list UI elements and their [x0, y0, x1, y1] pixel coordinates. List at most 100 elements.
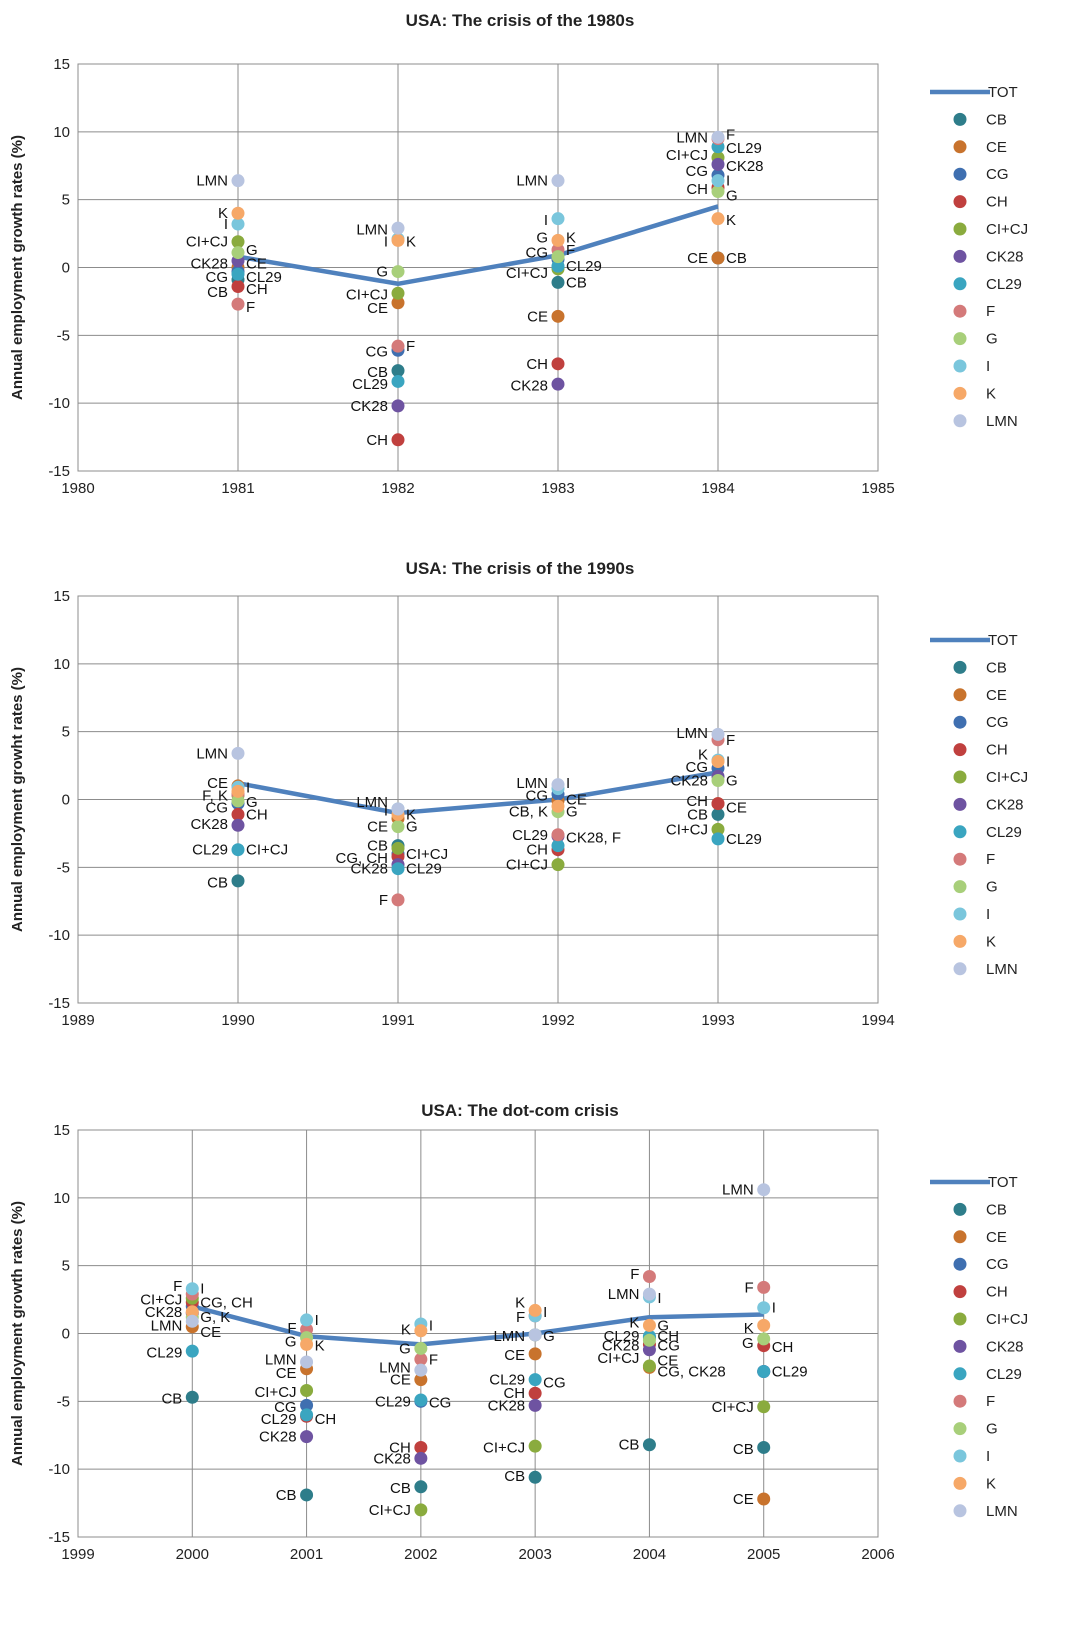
point-lmn: [231, 174, 245, 188]
legend-label: CE: [986, 687, 1007, 704]
point-label: F: [379, 892, 388, 909]
point-g: [757, 1332, 771, 1346]
point-label: CI+CJ: [346, 287, 388, 304]
legend-label: CB: [986, 1201, 1007, 1218]
point-label: CE: [733, 1491, 754, 1508]
point-label: I: [384, 234, 388, 251]
point-label: CG, CH: [200, 1294, 253, 1311]
point-k: [551, 233, 565, 247]
point-label: K: [566, 230, 576, 247]
legend-marker: [953, 934, 967, 948]
point-label: CB: [367, 838, 388, 855]
point-k: [231, 784, 245, 798]
point-cl29: [231, 267, 245, 281]
point-label: CH: [686, 793, 708, 810]
y-tick-label: -10: [48, 395, 70, 412]
legend-label: TOT: [988, 1174, 1018, 1191]
point-label: CE: [527, 308, 548, 325]
x-tick-label: 1994: [861, 1012, 894, 1029]
point-label: CK28: [190, 255, 228, 272]
point-label: CK28: [259, 1429, 297, 1446]
point-label: F: [287, 1320, 296, 1337]
point-label: CI+CJ: [246, 842, 288, 859]
point-label: I: [544, 212, 548, 229]
point-lmn: [711, 130, 725, 144]
legend-label: CB: [986, 111, 1007, 128]
point-label: F: [406, 338, 415, 355]
y-tick-label: 0: [62, 260, 70, 277]
point-k: [711, 212, 725, 226]
point-label: CE: [726, 800, 747, 817]
point-k: [642, 1318, 656, 1332]
point-label: CB: [619, 1437, 640, 1454]
point-k: [300, 1337, 314, 1351]
point-ch: [414, 1440, 428, 1454]
point-ci-cj: [528, 1439, 542, 1453]
x-tick-label: 1990: [221, 1012, 254, 1029]
point-label: CI+CJ: [506, 265, 548, 282]
legend-marker: [953, 715, 967, 729]
point-label: CL29: [489, 1372, 525, 1389]
point-k: [414, 1324, 428, 1338]
legend-label: CK28: [986, 1338, 1024, 1355]
point-label: CI+CJ: [666, 147, 708, 164]
point-cb: [757, 1440, 771, 1454]
point-cl29: [757, 1364, 771, 1378]
x-tick-label: 2002: [404, 1546, 437, 1563]
legend-label: K: [986, 933, 996, 950]
x-tick-label: 1984: [701, 480, 734, 497]
point-label: K: [218, 205, 228, 222]
legend-marker: [953, 386, 967, 400]
point-i: [551, 212, 565, 226]
point-label: CG: [366, 344, 389, 361]
point-ci-cj: [300, 1383, 314, 1397]
legend-label: I: [986, 906, 990, 923]
point-label: F: [246, 299, 255, 316]
point-label: CK28, F: [566, 829, 621, 846]
legend-label: K: [986, 385, 996, 402]
legend-marker: [953, 277, 967, 291]
point-label: G: [246, 794, 258, 811]
point-lmn: [185, 1314, 199, 1328]
legend-label: CE: [986, 1229, 1007, 1246]
x-tick-label: 1999: [61, 1546, 94, 1563]
point-label: I: [657, 1290, 661, 1307]
point-label: K: [515, 1294, 525, 1311]
point-ci-cj: [231, 235, 245, 249]
point-label: LMN: [722, 1182, 754, 1199]
point-label: I: [566, 775, 570, 792]
y-tick-label: -10: [48, 1461, 70, 1478]
legend-label: CG: [986, 1256, 1009, 1273]
legend-marker: [953, 167, 967, 181]
point-f: [642, 1270, 656, 1284]
point-ci-cj: [642, 1359, 656, 1373]
point-label: CH: [686, 181, 708, 198]
point-f: [551, 828, 565, 842]
point-label: CG: [686, 759, 709, 776]
y-tick-label: -5: [57, 859, 70, 876]
point-label: CK28: [350, 398, 388, 415]
legend-label: CE: [986, 139, 1007, 156]
point-label: CH: [657, 1328, 679, 1345]
point-cl29: [711, 832, 725, 846]
legend-marker: [953, 1422, 967, 1436]
point-label: CK28: [726, 158, 764, 175]
point-ch: [551, 357, 565, 371]
legend-label: I: [986, 358, 990, 375]
point-ch: [711, 797, 725, 811]
point-label: G: [376, 264, 388, 281]
point-g: [711, 774, 725, 788]
point-label: F: [173, 1278, 182, 1295]
y-tick-label: 10: [53, 656, 70, 673]
legend-marker: [953, 1449, 967, 1463]
legend-label: F: [986, 1393, 995, 1410]
point-k: [391, 233, 405, 247]
legend-label: CH: [986, 1284, 1008, 1301]
point-label: CH: [503, 1385, 525, 1402]
point-k: [231, 206, 245, 220]
legend-label: CG: [986, 166, 1009, 183]
legend-marker: [953, 304, 967, 318]
legend-marker: [953, 359, 967, 373]
y-tick-label: 5: [62, 724, 70, 741]
point-label: CE: [367, 819, 388, 836]
